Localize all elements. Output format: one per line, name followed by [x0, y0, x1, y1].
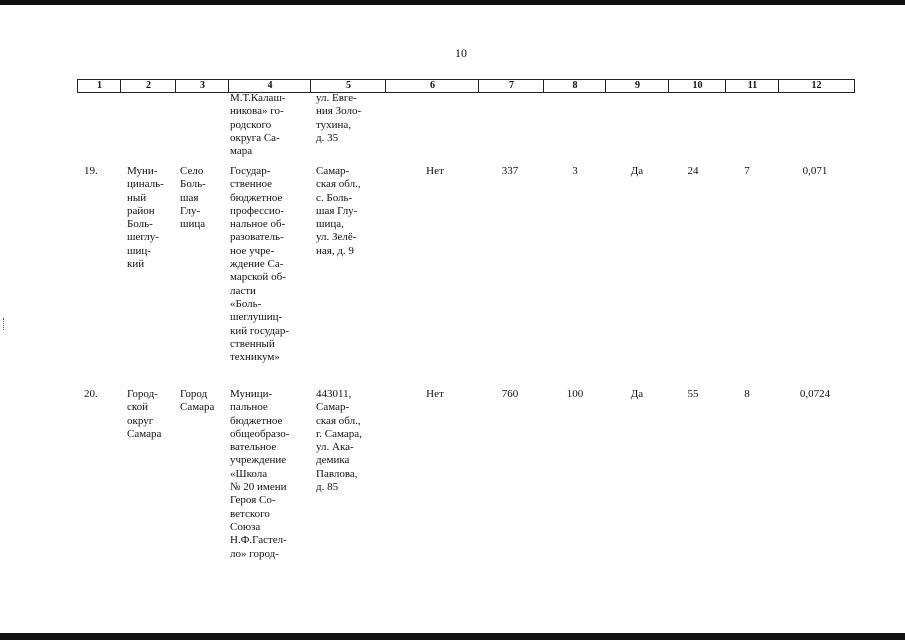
- column-header: 8: [543, 79, 606, 93]
- column-header: 6: [385, 79, 479, 93]
- column-header: 5: [310, 79, 386, 93]
- scan-border-bottom: [0, 633, 905, 640]
- cell-col11: 7: [744, 165, 750, 177]
- municipality-cell: Город- ской округ Самара: [127, 388, 162, 440]
- row-number: 19.: [84, 165, 98, 177]
- column-header: 10: [668, 79, 726, 93]
- page-number: 10: [455, 46, 467, 60]
- cell-col12: 0,071: [802, 165, 828, 177]
- municipality-cell: Муни- циналь- ный район Боль- шеглу- шиц…: [127, 165, 164, 271]
- column-header: 2: [120, 79, 176, 93]
- cell-col9: Да: [630, 165, 644, 177]
- column-header: 11: [725, 79, 779, 93]
- cell-col6: Нет: [426, 165, 444, 177]
- column-header: 1: [77, 79, 121, 93]
- institution-cell: Муници- пальное бюджетное общеобразо- ва…: [230, 388, 290, 560]
- cell-col9: Да: [630, 388, 644, 400]
- cell-col12: 0,0724: [799, 388, 831, 400]
- settlement-cell: Город Самара: [180, 388, 215, 414]
- cell-col6: Нет: [426, 388, 444, 400]
- row-number: 20.: [84, 388, 98, 400]
- scan-border-top: [0, 0, 905, 5]
- settlement-cell: Село Боль- шая Глу- шица: [180, 165, 206, 231]
- cell-col8: 3: [572, 165, 578, 177]
- address-cell: ул. Евге- ния Золо- тухина, д. 35: [316, 92, 362, 144]
- cell-col11: 8: [744, 388, 750, 400]
- cell-col10: 55: [687, 388, 699, 400]
- column-header: 4: [228, 79, 311, 93]
- cell-col10: 24: [687, 165, 699, 177]
- cell-col8: 100: [566, 388, 584, 400]
- address-cell: 443011, Самар- ская обл., г. Самара, ул.…: [316, 388, 362, 494]
- column-header: 3: [175, 79, 229, 93]
- address-cell: Самар- ская обл., с. Боль- шая Глу- шица…: [316, 165, 361, 257]
- institution-cell: Государ- ственное бюджетное профессио- н…: [230, 165, 290, 364]
- institution-cell: М.Т.Калаш- никова» го- родского округа С…: [230, 92, 286, 158]
- column-header: 7: [478, 79, 544, 93]
- column-header: 9: [605, 79, 669, 93]
- scan-artifact: [3, 318, 6, 330]
- cell-col7: 760: [501, 388, 519, 400]
- column-header: 12: [778, 79, 855, 93]
- cell-col7: 337: [501, 165, 519, 177]
